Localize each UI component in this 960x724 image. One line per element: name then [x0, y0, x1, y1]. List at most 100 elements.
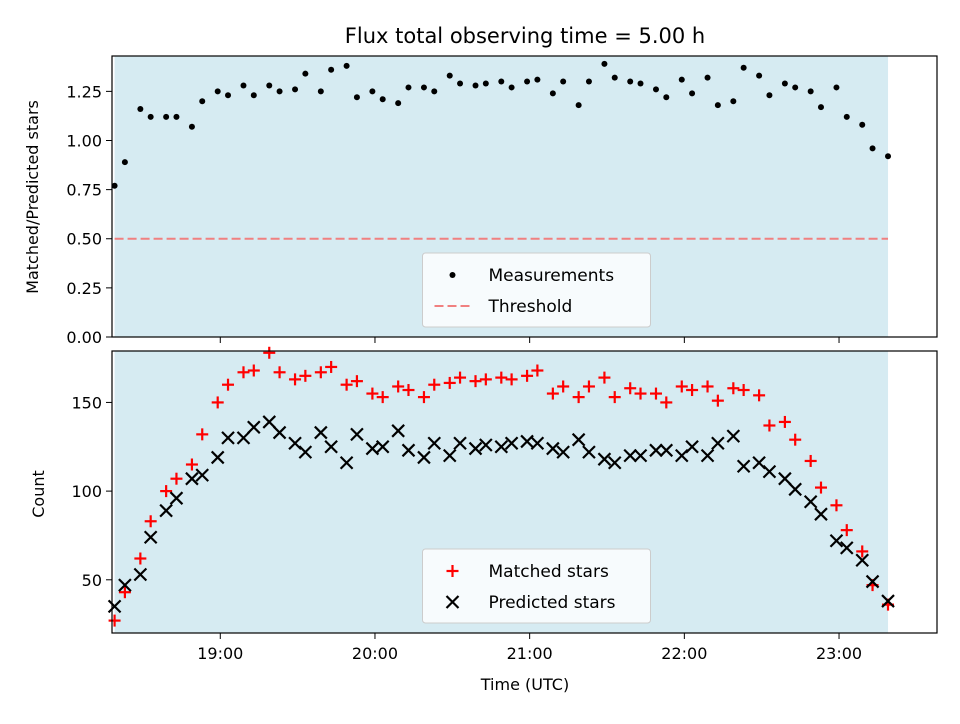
- predicted-stars-point: [298, 445, 313, 459]
- matched-stars-point: [531, 364, 544, 377]
- bottom-y-tick-label: 150: [71, 393, 102, 412]
- measurement-point: [214, 88, 221, 95]
- measurement-point: [652, 86, 659, 93]
- predicted-stars-point: [107, 599, 122, 614]
- bottom-x-tick-label: 21:00: [507, 644, 553, 663]
- matched-stars-point: [289, 373, 302, 386]
- measurement-point: [328, 66, 335, 73]
- predicted-stars-point: [468, 441, 483, 456]
- matched-stars-point: [340, 378, 353, 391]
- matched-stars-point: [711, 394, 724, 407]
- measurement-point: [508, 84, 515, 91]
- predicted-stars-point: [504, 436, 519, 451]
- matched-stars-point: [443, 376, 456, 389]
- matched-stars-point: [572, 391, 585, 404]
- measurement-point: [446, 72, 453, 79]
- measurement-point: [560, 78, 567, 85]
- matched-stars-point: [160, 485, 173, 498]
- matched-stars-point: [376, 391, 389, 404]
- measurement-point: [833, 84, 840, 91]
- matched-stars-point: [701, 380, 714, 393]
- matched-stars-point: [727, 382, 740, 395]
- measurement-point: [730, 98, 737, 105]
- matched-stars-point: [557, 380, 570, 393]
- matched-stars-point: [263, 346, 276, 359]
- matched-stars-point: [314, 366, 327, 379]
- matched-stars-point: [211, 396, 224, 409]
- bottom-x-tick-label: 22:00: [661, 644, 707, 663]
- measurement-point: [637, 80, 644, 87]
- measurement-point: [405, 84, 412, 91]
- matched-stars-point: [840, 524, 853, 537]
- matched-stars-point: [428, 378, 441, 391]
- predicted-stars-point: [417, 450, 431, 465]
- matched-stars-point: [479, 373, 492, 386]
- predicted-stars-point: [272, 425, 287, 440]
- matched-stars-point: [170, 472, 183, 485]
- matched-stars-point: [804, 454, 817, 467]
- matched-stars-point: [778, 415, 791, 428]
- measurement-point: [601, 60, 608, 67]
- measurement-point: [534, 76, 541, 83]
- top-plot-frame: [111, 55, 938, 338]
- measurement-point: [807, 88, 814, 95]
- predicted-stars-point: [339, 455, 354, 470]
- predicted-stars-point: [659, 443, 674, 458]
- measurement-point: [689, 90, 696, 97]
- matched-stars-point: [366, 387, 379, 400]
- matched-stars-point: [737, 384, 750, 397]
- measurement-point: [869, 145, 876, 152]
- matched-stars-point: [505, 373, 518, 386]
- bottom-y-axis-label: Count: [29, 470, 48, 518]
- predicted-stars-point: [700, 448, 715, 463]
- matched-stars-point: [299, 369, 312, 382]
- predicted-stars-point: [571, 432, 586, 447]
- predicted-stars-point: [401, 443, 416, 458]
- measurement-point: [482, 80, 489, 87]
- legend-matched-stars-marker: [446, 565, 459, 577]
- matched-stars-point: [546, 387, 559, 400]
- predicted-stars-point: [556, 445, 570, 459]
- matched-stars-point: [686, 384, 699, 397]
- bottom-legend-label: Matched stars: [489, 562, 609, 582]
- predicted-stars-point: [623, 448, 637, 463]
- measurement-point: [585, 78, 592, 85]
- matched-stars-point: [144, 515, 157, 528]
- chart-title: Flux total observing time = 5.00 h: [345, 24, 705, 48]
- measurement-point: [704, 74, 711, 81]
- measurement-point: [121, 159, 128, 166]
- matched-stars-point: [495, 371, 508, 384]
- measurement-point: [395, 100, 402, 107]
- bottom-y-tick-label: 50: [82, 571, 102, 590]
- measurement-point: [663, 94, 670, 101]
- matched-stars-point: [417, 391, 430, 404]
- bottom-legend: Matched stars Predicted stars: [422, 548, 651, 624]
- predicted-stars-point: [530, 436, 545, 451]
- predicted-stars-point: [881, 594, 895, 608]
- predicted-stars-point: [314, 425, 328, 440]
- predicted-stars-point: [427, 436, 442, 451]
- measurement-point: [188, 123, 195, 130]
- bottom-legend-box: [422, 548, 651, 624]
- measurement-point: [678, 76, 685, 83]
- predicted-stars-point: [711, 436, 725, 451]
- measurement-point: [379, 96, 386, 103]
- matched-stars-point: [830, 499, 843, 512]
- predicted-stars-point: [195, 468, 210, 482]
- predicted-stars-point: [736, 459, 751, 474]
- predicted-stars-point: [236, 431, 251, 445]
- predicted-stars-point: [814, 507, 828, 521]
- predicted-stars-point: [607, 455, 622, 470]
- top-y-tick-label: 1.25: [66, 82, 102, 101]
- predicted-stars-point: [324, 439, 338, 454]
- top-y-tick-label: 0.00: [66, 328, 102, 347]
- top-legend-box: [422, 252, 651, 328]
- measurement-point: [859, 121, 866, 128]
- measurement-point: [714, 102, 721, 109]
- top-panel: 0.00 0.25 0.50 0.75 1.00 1.25 Measurements Thre…: [66, 55, 938, 347]
- matched-stars-point: [649, 387, 662, 400]
- measurement-point: [549, 90, 556, 97]
- measurement-point: [302, 70, 309, 77]
- predicted-stars-point: [133, 567, 148, 582]
- predicted-stars-point: [494, 439, 509, 454]
